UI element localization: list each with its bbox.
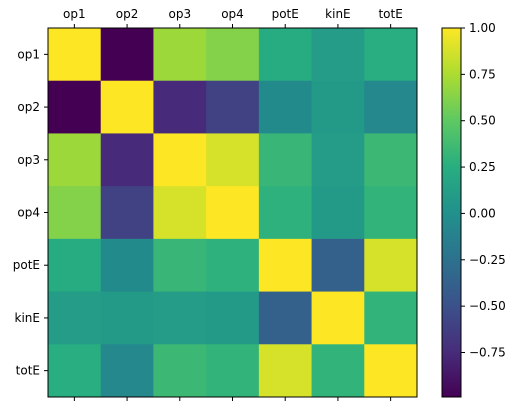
colorbar-ticks: 1.00 0.75 0.50 0.25 0.00 −0.25 −0.50 −0.75 <box>461 21 506 359</box>
heatmap-cell-op4-op3 <box>153 186 207 240</box>
heatmap-cell-potE-totE <box>364 238 418 293</box>
y-tick-label: op4 <box>17 206 40 220</box>
x-tick-label: op1 <box>63 7 86 21</box>
y-tick-label: totE <box>16 364 40 378</box>
y-tick-label: op1 <box>17 47 40 61</box>
heatmap-cell-op1-potE <box>258 28 313 82</box>
heatmap-cell-kinE-potE <box>258 291 313 345</box>
heatmap-cell-potE-op1 <box>48 238 102 293</box>
heatmap-cell-op1-totE <box>364 28 418 82</box>
colorbar-tick-label: 0.00 <box>469 206 496 220</box>
heatmap-cell-totE-kinE <box>311 344 365 398</box>
heatmap-cell-op2-op1 <box>48 80 102 134</box>
colorbar-tick-label: −0.25 <box>469 253 506 267</box>
heatmap-cell-totE-op2 <box>100 344 154 398</box>
heatmap-cell-potE-potE <box>258 238 313 293</box>
colorbar-tick-label: 0.75 <box>469 67 496 81</box>
heatmap-cell-op4-op1 <box>48 186 102 240</box>
heatmap-cell-totE-op1 <box>48 344 102 398</box>
heatmap-cell-kinE-op1 <box>48 291 102 345</box>
heatmap-cell-op4-potE <box>258 186 313 240</box>
heatmap-cell-kinE-op4 <box>206 291 260 345</box>
heatmap-cell-op3-op2 <box>100 133 154 187</box>
heatmap-cell-op2-kinE <box>311 80 365 134</box>
heatmap-cell-op2-op3 <box>153 80 207 134</box>
heatmap-cell-potE-op3 <box>153 238 207 293</box>
heatmap-cell-potE-kinE <box>311 238 365 293</box>
heatmap-cell-kinE-totE <box>364 291 418 345</box>
colorbar-tick-label: 0.50 <box>469 114 496 128</box>
heatmap-cell-op1-kinE <box>311 28 365 82</box>
heatmap-cell-op3-totE <box>364 133 418 187</box>
heatmap-cell-kinE-kinE <box>311 291 365 345</box>
x-axis-ticks: op1 op2 op3 op4 potE kinE totE <box>63 7 403 401</box>
plot-frame <box>47 27 418 398</box>
y-tick-label: op2 <box>17 100 40 114</box>
heatmap-cell-op2-op2 <box>100 80 154 134</box>
heatmap-cell-op1-op1 <box>48 28 102 82</box>
x-tick-label: op3 <box>168 7 191 21</box>
y-tick-label: potE <box>13 258 40 272</box>
heatmap-cell-op2-totE <box>364 80 418 134</box>
heatmap-cell-potE-op2 <box>100 238 154 293</box>
heatmap-cell-totE-potE <box>258 344 313 398</box>
x-tick-label: op2 <box>116 7 139 21</box>
heatmap-cell-op2-potE <box>258 80 313 134</box>
heatmap-cell-op1-op4 <box>206 28 260 82</box>
heatmap-cell-op1-op2 <box>100 28 154 82</box>
heatmap-cell-op3-op3 <box>153 133 207 187</box>
heatmap-cell-kinE-op3 <box>153 291 207 345</box>
y-axis-ticks: op1 op2 op3 op4 potE kinE totE <box>13 47 48 378</box>
heatmap-cell-op1-op3 <box>153 28 207 82</box>
colorbar-tick-label: 1.00 <box>469 21 496 35</box>
heatmap-cells <box>48 28 418 398</box>
heatmap-cell-totE-op4 <box>206 344 260 398</box>
heatmap-cell-op2-op4 <box>206 80 260 134</box>
heatmap-cell-totE-op3 <box>153 344 207 398</box>
x-tick-label: potE <box>272 7 299 21</box>
heatmap-cell-op4-kinE <box>311 186 365 240</box>
heatmap-cell-totE-totE <box>364 344 418 398</box>
colorbar-tick-label: −0.50 <box>469 299 506 313</box>
x-tick-label: op4 <box>221 7 244 21</box>
heatmap-cell-op4-op4 <box>206 186 260 240</box>
y-tick-label: op3 <box>17 153 40 167</box>
x-tick-label: totE <box>378 7 402 21</box>
x-tick-label: kinE <box>325 7 350 21</box>
heatmap-cell-op3-op4 <box>206 133 260 187</box>
colorbar-tick-label: 0.25 <box>469 160 496 174</box>
heatmap-cell-potE-op4 <box>206 238 260 293</box>
heatmap-cell-op4-op2 <box>100 186 154 240</box>
colorbar-tick-label: −0.75 <box>469 345 506 359</box>
heatmap-cell-op3-kinE <box>311 133 365 187</box>
y-tick-label: kinE <box>15 311 40 325</box>
colorbar <box>441 27 462 398</box>
heatmap-cell-op3-potE <box>258 133 313 187</box>
heatmap-cell-kinE-op2 <box>100 291 154 345</box>
heatmap-cell-op3-op1 <box>48 133 102 187</box>
heatmap-cell-op4-totE <box>364 186 418 240</box>
